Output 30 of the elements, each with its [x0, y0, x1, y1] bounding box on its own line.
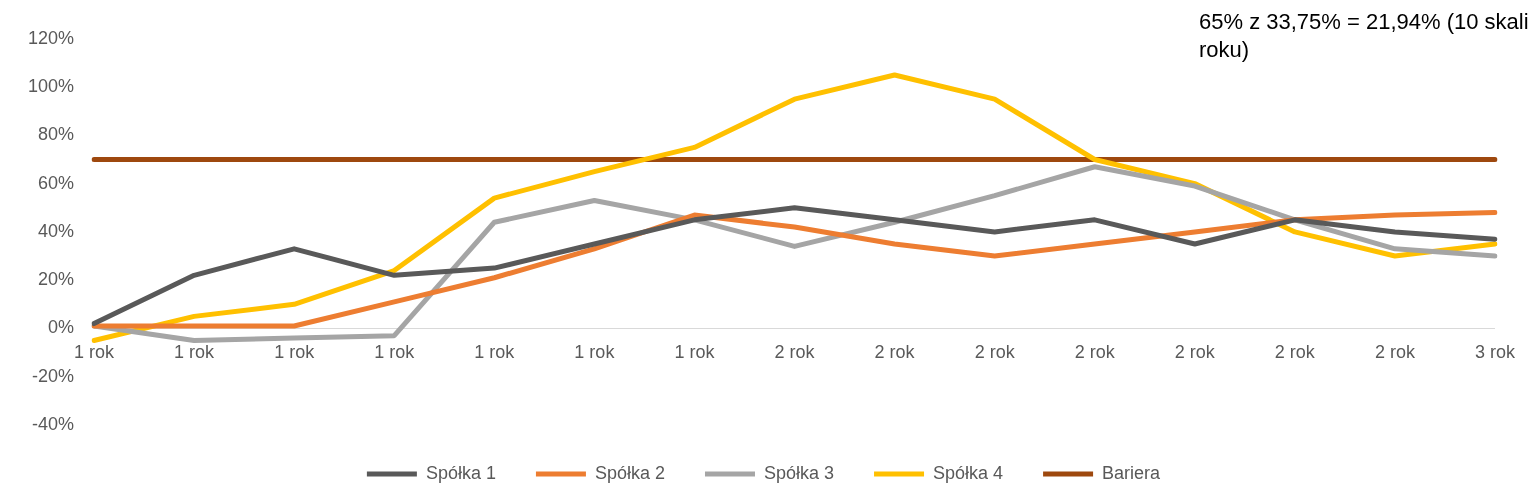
- y-tick-label: 60%: [38, 172, 75, 193]
- x-tick-label: 1 rok: [674, 342, 716, 363]
- x-tick-label: 2 rok: [1174, 342, 1216, 363]
- x-tick-label: 1 rok: [474, 342, 516, 363]
- x-tick-label: 1 rok: [374, 342, 416, 363]
- x-tick-label: 2 rok: [1374, 342, 1416, 363]
- legend-label: Spółka 4: [933, 462, 1004, 483]
- y-tick-label: -20%: [32, 365, 75, 386]
- annotation: 65% z 33,75% = 21,94% (10 skali roku): [1199, 8, 1529, 64]
- legend-label: Spółka 1: [425, 462, 496, 483]
- x-tick-label: 1 rok: [574, 342, 616, 363]
- x-tick-label: 2 rok: [1074, 342, 1116, 363]
- x-tick-label: 1 rok: [174, 342, 216, 363]
- y-tick-label: 100%: [27, 76, 75, 97]
- x-tick-label: 2 rok: [774, 342, 816, 363]
- y-tick-label: 40%: [38, 220, 75, 241]
- legend-label: Spółka 2: [594, 462, 665, 483]
- y-tick-label: 120%: [27, 27, 75, 48]
- x-tick-label: 1 rok: [74, 342, 116, 363]
- y-tick-label: 20%: [38, 269, 75, 290]
- y-tick-label: -40%: [32, 413, 75, 434]
- x-tick-label: 2 rok: [1274, 342, 1316, 363]
- legend-label: Bariera: [1102, 462, 1162, 483]
- x-tick-label: 2 rok: [874, 342, 916, 363]
- x-tick-label: 1 rok: [274, 342, 316, 363]
- x-tick-label: 3 rok: [1474, 342, 1516, 363]
- y-tick-label: 80%: [38, 124, 75, 145]
- x-tick-label: 2 rok: [974, 342, 1016, 363]
- legend-label: Spółka 3: [763, 462, 835, 483]
- y-tick-label: 0%: [48, 317, 75, 338]
